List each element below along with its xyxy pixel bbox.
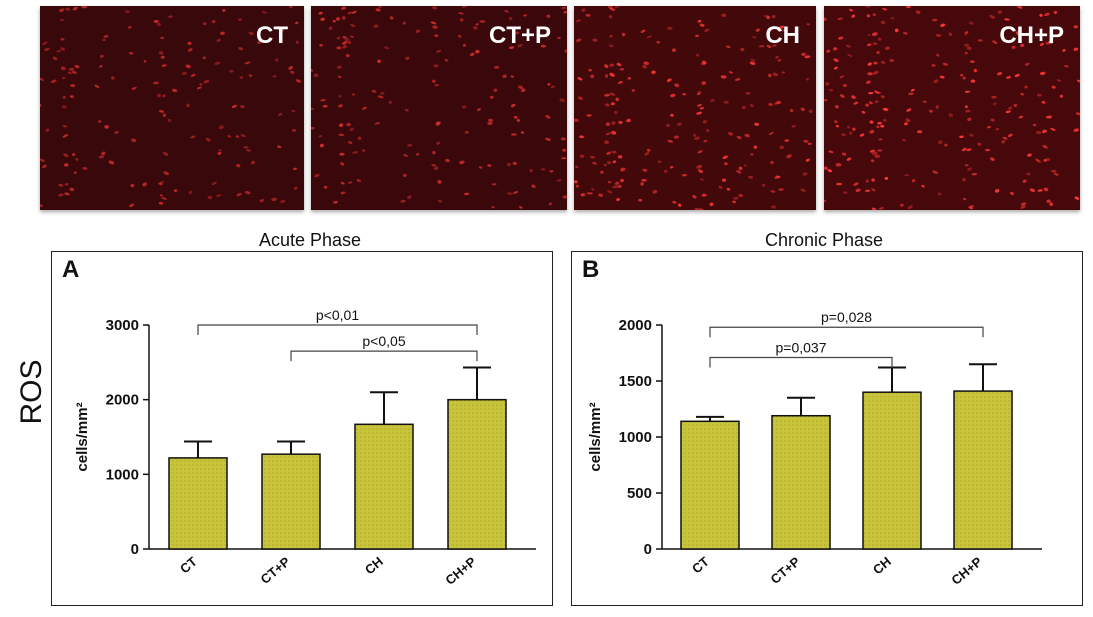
micrograph-ctp: CT+P xyxy=(311,6,567,210)
acute-phase-title: Acute Phase xyxy=(258,230,362,250)
significance-bracket xyxy=(709,326,984,338)
significance-label: p=0,037 xyxy=(776,339,827,355)
significance-label: p<0,01 xyxy=(316,307,359,323)
micrograph-ch: CH xyxy=(574,6,816,210)
y-tick-label: 0 xyxy=(644,541,652,558)
micrograph-label: CT xyxy=(256,22,288,49)
chart-b-plot: 0 500 1000 1500 2000 cells/mm² CT CT+P CH CH+P p=0… xyxy=(587,309,1042,588)
bar xyxy=(862,391,922,550)
category-label: CT xyxy=(689,554,712,577)
category-label: CH+P xyxy=(442,554,479,588)
micrograph-ct: CT xyxy=(40,6,304,210)
significance-label: p=0,028 xyxy=(821,309,872,325)
category-label: CT+P xyxy=(258,554,294,587)
micrograph-image xyxy=(824,6,1080,210)
y-axis-label: cells/mm² xyxy=(587,402,604,471)
micrograph-chp: CH+P xyxy=(824,6,1080,210)
category-label: CT+P xyxy=(768,554,804,587)
significance-bracket xyxy=(290,350,478,362)
micrograph-image xyxy=(311,6,567,210)
category-label: CH xyxy=(362,554,386,578)
category-label: CT xyxy=(177,554,200,577)
category-label: CH xyxy=(870,554,894,578)
significance-bracket xyxy=(197,324,478,335)
y-tick-label: 0 xyxy=(131,541,139,558)
y-tick-label: 1000 xyxy=(106,466,139,483)
y-tick-label: 500 xyxy=(627,485,652,502)
micrograph-label: CH xyxy=(765,22,800,49)
bar xyxy=(261,453,321,550)
micrograph-label: CT+P xyxy=(488,22,551,49)
bar xyxy=(168,457,228,550)
bar xyxy=(771,414,831,550)
ros-label: ROS xyxy=(15,359,48,425)
significance-bracket xyxy=(709,356,893,368)
bar xyxy=(447,398,507,550)
micrograph-label: CH+P xyxy=(999,22,1064,49)
y-tick-label: 3000 xyxy=(106,317,139,334)
panel-letter: B xyxy=(582,256,600,283)
y-tick-label: 1500 xyxy=(619,373,652,390)
panel-letter: A xyxy=(62,256,80,283)
y-axis-label: cells/mm² xyxy=(74,402,91,471)
y-tick-label: 2000 xyxy=(106,392,139,409)
chart-panel-a: A 0 1000 2000 3000 cells/mm² CT CT+P CH CH+P p<0,… xyxy=(51,251,553,606)
chronic-phase-title: Chronic Phase xyxy=(764,230,884,250)
bar xyxy=(680,420,740,550)
y-tick-label: 1000 xyxy=(619,429,652,446)
chart-a-plot: 0 1000 2000 3000 cells/mm² CT CT+P CH CH+P p<0,01… xyxy=(74,307,536,588)
y-tick-label: 2000 xyxy=(619,317,652,334)
category-label: CH+P xyxy=(948,554,985,588)
bar xyxy=(354,423,414,550)
micrograph-image xyxy=(40,6,304,210)
chart-panel-b: B 0 500 1000 1500 2000 cells/mm² CT CT+P CH CH+P p… xyxy=(571,251,1083,606)
micrograph-image xyxy=(574,6,816,210)
bar xyxy=(953,390,1013,550)
significance-label: p<0,05 xyxy=(362,333,405,349)
